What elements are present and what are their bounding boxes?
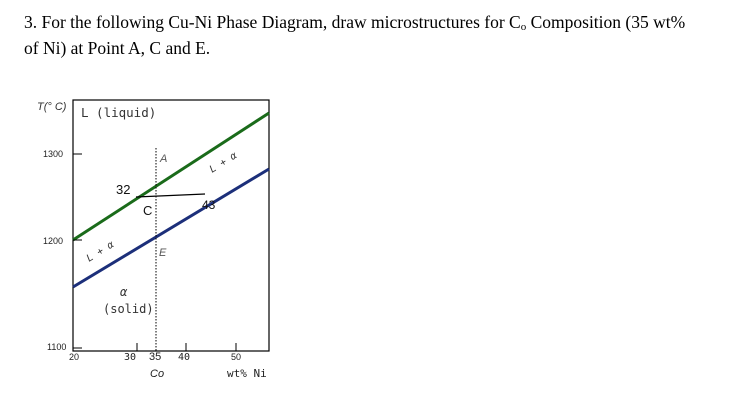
point-e-label: E bbox=[159, 247, 167, 259]
x-tick-label-50: 50 bbox=[231, 352, 241, 362]
x-axis-label: wt% Ni bbox=[227, 367, 267, 380]
composition-label: Co bbox=[150, 368, 164, 380]
question-line-1: 3. For the following Cu-Ni Phase Diagram… bbox=[24, 12, 724, 38]
point-a-label: A bbox=[159, 153, 167, 165]
point-c-label: C bbox=[143, 203, 152, 218]
question-line-2: of Ni) at Point A, C and E. bbox=[24, 38, 211, 58]
x-tick-label-35: 35 bbox=[149, 351, 161, 363]
y-tick-label-1300: 1300 bbox=[43, 149, 63, 159]
question-number: 3. bbox=[24, 12, 38, 32]
region-alpha-label: α bbox=[120, 285, 128, 299]
region-two-phase-left-label: L + α bbox=[85, 239, 117, 265]
region-solid-label: (solid) bbox=[103, 302, 154, 316]
x-tick-label-30: 30 bbox=[124, 352, 136, 363]
y-tick-label-1100: 1100 bbox=[47, 342, 66, 352]
region-two-phase-right-label: L + α bbox=[208, 150, 240, 176]
x-tick-label-20: 20 bbox=[69, 352, 79, 362]
region-liquid-label: L (liquid) bbox=[81, 105, 156, 120]
solidus-line bbox=[72, 167, 270, 289]
question-subscript: o bbox=[520, 21, 527, 33]
plot-frame bbox=[72, 99, 270, 352]
question-text-part: For the following Cu-Ni Phase Diagram, d… bbox=[41, 12, 521, 32]
tie-line bbox=[135, 193, 206, 198]
x-tick-label-40: 40 bbox=[178, 352, 190, 363]
question-text: 3. For the following Cu-Ni Phase Diagram… bbox=[24, 12, 724, 59]
y-tick-label-1200: 1200 bbox=[43, 236, 63, 246]
liquidus-line bbox=[72, 111, 270, 242]
tie-line-right-label: 43 bbox=[202, 198, 216, 212]
y-axis-label: T(° C) bbox=[37, 101, 67, 113]
question-text-part: Composition (35 wt% bbox=[526, 12, 686, 32]
tie-line-left-label: 32 bbox=[116, 182, 130, 197]
